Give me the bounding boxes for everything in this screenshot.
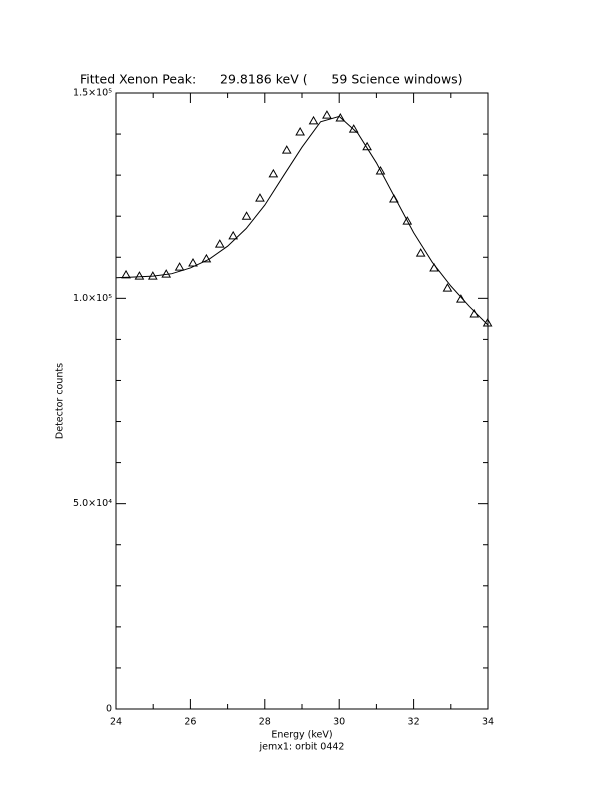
chart-title: Fitted Xenon Peak: 29.8186 keV ( 59 Scie…: [80, 72, 463, 87]
y-tick-label: 0: [106, 704, 112, 715]
x-axis-label: Energy (keV): [271, 730, 332, 741]
data-point: [335, 113, 346, 122]
data-point: [308, 115, 319, 125]
x-tick-label: 24: [110, 717, 122, 728]
y-tick-label: 5.0×10⁴: [73, 498, 112, 509]
x-tick-label: 30: [333, 717, 345, 728]
data-point: [174, 262, 185, 271]
data-point: [362, 141, 372, 151]
data-point: [214, 239, 225, 248]
data-point: [415, 248, 426, 257]
data-point: [255, 193, 265, 202]
y-axis-label: Detector counts: [55, 363, 66, 439]
data-point: [241, 211, 252, 220]
data-point: [161, 269, 172, 278]
data-point: [322, 110, 332, 119]
data-point: [348, 124, 359, 133]
data-point: [121, 269, 131, 279]
x-tick-label: 34: [482, 717, 494, 728]
y-tick-label: 1.5×10⁵: [73, 88, 112, 99]
data-point: [281, 145, 292, 154]
data-point: [375, 166, 386, 175]
data-point: [201, 253, 212, 263]
footnote: jemx1: orbit 0442: [259, 742, 345, 753]
x-tick-label: 28: [259, 717, 271, 728]
x-tick-label: 26: [184, 717, 196, 728]
data-point: [442, 283, 453, 292]
x-tick-label: 32: [408, 717, 420, 728]
data-point: [268, 168, 279, 178]
data-point: [228, 230, 239, 240]
fit-line: [115, 115, 489, 326]
y-tick-label: 1.0×10⁵: [73, 293, 112, 304]
data-point: [402, 216, 413, 225]
data-point: [295, 127, 306, 136]
data-point: [134, 271, 145, 280]
data-point: [188, 258, 198, 267]
